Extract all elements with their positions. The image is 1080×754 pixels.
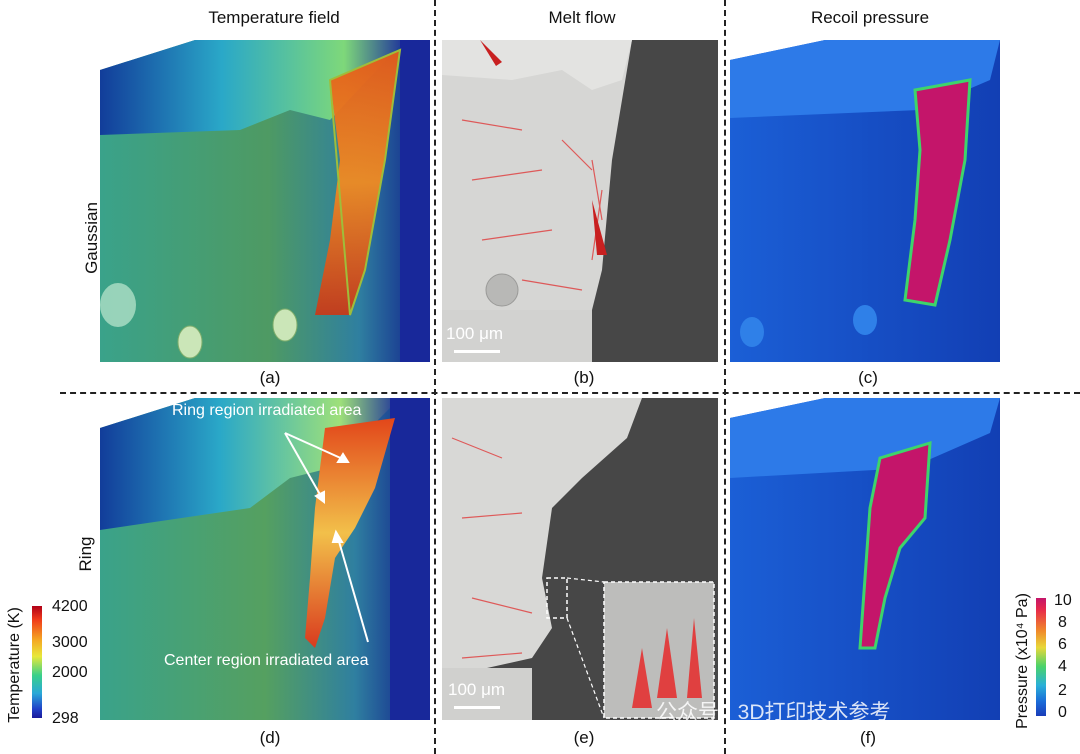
scale-bar-b [454, 350, 500, 353]
annotation-ring-region: Ring region irradiated area [172, 402, 362, 419]
temperature-tick-3000: 3000 [52, 634, 88, 651]
scale-bar-label-b: 100 μm [446, 324, 504, 343]
panel-b-gaussian-melt-flow: 100 μm [442, 40, 718, 362]
temperature-tick-4200: 4200 [52, 598, 88, 615]
panel-a-gaussian-temperature [100, 40, 430, 362]
column-title-melt-flow: Melt flow [548, 8, 616, 27]
scale-bar-e [454, 706, 500, 709]
temperature-tick-298: 298 [52, 710, 79, 727]
panel-c-gaussian-recoil [730, 40, 1000, 362]
row-label-gaussian: Gaussian [82, 202, 101, 274]
scale-bar-label-e: 100 μm [448, 680, 506, 699]
panel-label-c: (c) [858, 368, 878, 387]
annotation-arrows [284, 432, 369, 643]
divider-vertical-1 [434, 0, 436, 754]
temperature-colorbar-label: Temperature (K) [6, 607, 23, 723]
pressure-tick-0: 0 [1058, 704, 1067, 721]
pressure-tick-6: 6 [1058, 636, 1067, 653]
column-title-recoil-pressure: Recoil pressure [810, 8, 930, 27]
panel-label-e: (e) [573, 728, 595, 747]
divider-horizontal [60, 392, 1080, 394]
pressure-colorbar-label: Pressure (x10⁴ Pa) [1014, 593, 1031, 729]
panel-label-f: (f) [859, 728, 877, 747]
pressure-tick-2: 2 [1058, 682, 1067, 699]
column-title-temperature: Temperature field [208, 8, 340, 27]
panel-f-ring-recoil [730, 398, 1000, 720]
panel-label-d: (d) [259, 728, 281, 747]
temperature-tick-2000: 2000 [52, 664, 88, 681]
panel-label-b: (b) [573, 368, 595, 387]
pressure-colorbar [1036, 598, 1046, 716]
annotation-center-region: Center region irradiated area [164, 652, 369, 669]
watermark-text: 公众号 · 3D打印技术参考 [656, 701, 891, 724]
divider-vertical-2 [724, 0, 726, 754]
panel-e-ring-melt-flow: 100 μm [442, 398, 718, 720]
pressure-tick-10: 10 [1054, 592, 1072, 609]
row-label-ring: Ring [76, 536, 95, 572]
pressure-tick-4: 4 [1058, 658, 1067, 675]
panel-label-a: (a) [259, 368, 281, 387]
temperature-colorbar [32, 606, 42, 718]
pressure-tick-8: 8 [1058, 614, 1067, 631]
panel-d-ring-temperature: Ring region irradiated area Center regio… [100, 398, 430, 720]
